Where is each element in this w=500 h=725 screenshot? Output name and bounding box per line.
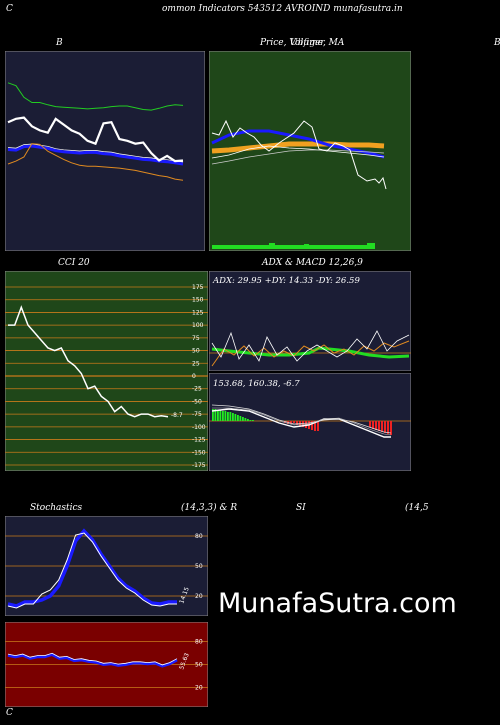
macd-hist-bar [222, 411, 224, 421]
adx-plus-dy [211, 340, 410, 367]
bollinger-lower-band [7, 143, 184, 181]
macd-hist-bar [372, 421, 374, 429]
macd-hist-bar [293, 421, 295, 423]
macd-hist-bar [384, 421, 386, 433]
macd-hist-bar [219, 410, 222, 421]
macd-hist-bar [314, 421, 316, 431]
cci-chart: 175 150 125 100 75 50 25 0 -25 -50 -75 -100 -125 -150… [5, 271, 208, 471]
price-ma-white-ma [211, 145, 385, 159]
macd-hist-bar [252, 420, 254, 421]
bollinger-label: B [56, 38, 63, 48]
macd-hist-bar [375, 421, 377, 430]
adx-chart: ADX: 29.95 +DY: 14.33 -DY: 26.59 [209, 271, 411, 371]
macd-hist-bar [317, 421, 319, 431]
stoch-label-si: SI [296, 503, 306, 513]
cci-label: CCI 20 [58, 258, 90, 268]
macd-hist-bar [214, 409, 217, 421]
cci-tick-label: -175 [192, 462, 206, 469]
macd-hist-bar [224, 411, 227, 421]
macd-hist-bar [296, 421, 298, 425]
cci-tick-label: -100 [192, 424, 206, 431]
rsi-tick-label: 80 [195, 638, 203, 645]
macd-hist-bar [387, 421, 389, 434]
stoch-tick-label: 80 [195, 533, 203, 540]
macd-hist-bar [239, 416, 242, 421]
macd-hist-bar [381, 421, 383, 432]
macd-signal-line-2 [212, 407, 392, 436]
macd-hist-bar [244, 418, 247, 421]
macd-hist-bar [369, 421, 371, 427]
cci-tick-label: 50 [192, 348, 200, 355]
rsi-line [7, 652, 178, 668]
price-ma-label: Price, Volume, MA [260, 38, 345, 48]
macd-hist-bar [227, 412, 229, 421]
watermark: MunafaSutra.com [218, 588, 457, 619]
stoch-tick-label: 20 [195, 593, 203, 600]
stoch-label-right: (14,5 [405, 503, 429, 513]
price-ma-close-line [211, 119, 387, 190]
adx-label: ADX & MACD 12,26,9 [262, 258, 363, 268]
macd-hist-bar [217, 410, 219, 421]
page-title: ommon Indicators 543512 AVROIND munafasu… [162, 4, 403, 14]
cci-tick-label: -125 [192, 437, 206, 444]
macd-hist-bar [234, 414, 237, 421]
cci-line [8, 305, 169, 418]
price-ma-white-ma-2 [211, 149, 385, 165]
cci-last-value: -8.7 [171, 412, 183, 419]
rsi-thin-line [7, 652, 178, 666]
header-c-right: C [6, 708, 13, 718]
cci-tick-label: 25 [192, 360, 200, 367]
price-ma-chart [209, 51, 411, 251]
macd-hist-bar [311, 421, 313, 430]
header-c-left: C [6, 4, 13, 14]
macd-line [211, 408, 391, 438]
cci-tick-label: 175 [192, 284, 204, 291]
rsi-tick-label: 50 [195, 662, 203, 669]
cci-tick-label: 125 [192, 309, 204, 316]
macd-hist-bar [229, 412, 232, 421]
bollinger-close-line [7, 116, 184, 163]
macd-hist-bar [390, 421, 392, 435]
macd-hist-bar [247, 419, 249, 421]
stoch-label-mid: (14,3,3) & R [181, 503, 238, 513]
price-ma-blue-line [211, 129, 385, 159]
bollinger-upper-band [7, 82, 184, 111]
adx-readout: ADX: 29.95 +DY: 14.33 -DY: 26.59 [212, 276, 360, 286]
macd-signal-line [211, 404, 392, 434]
adx-minus-dy [211, 330, 410, 362]
cci-tick-label: 100 [192, 322, 204, 329]
stoch-k-line [7, 532, 177, 609]
macd-hist-bar [237, 415, 239, 421]
stoch-tick-label: 50 [195, 563, 203, 570]
cci-tick-label: -150 [192, 449, 206, 456]
macd-readout: 153.68, 160.38, -6.7 [213, 379, 300, 389]
macd-hist-bar [378, 421, 380, 431]
cci-tick-label: -75 [192, 411, 202, 418]
cci-tick-label: 150 [192, 297, 204, 304]
cci-tick-label: 75 [192, 335, 200, 342]
bollinger-middle-band [7, 144, 184, 166]
macd-hist-bar [242, 417, 244, 421]
macd-chart: 153.68, 160.38, -6.7 [209, 373, 411, 471]
volume-bars [212, 243, 375, 249]
bollinger-middle-band-edge [7, 143, 184, 163]
cci-tick-label: -25 [192, 386, 202, 393]
macd-hist-bar [212, 409, 214, 421]
price-ma-overlap-label: Ubfiger [290, 38, 325, 48]
stoch-label-left: Stochastics [30, 503, 83, 513]
bollinger-chart [5, 51, 205, 251]
macd-hist-bar [232, 413, 234, 421]
cci-tick-label: -50 [192, 398, 202, 405]
macd-hist-bar [290, 421, 292, 424]
macd-hist-bar [249, 420, 252, 421]
price-ma-orange-band [211, 141, 385, 154]
rsi-tick-label: 20 [195, 685, 203, 692]
cci-tick-label: 0 [192, 373, 196, 380]
macd-hist-bar [302, 421, 304, 427]
bollinger-right-label: B [494, 38, 500, 48]
